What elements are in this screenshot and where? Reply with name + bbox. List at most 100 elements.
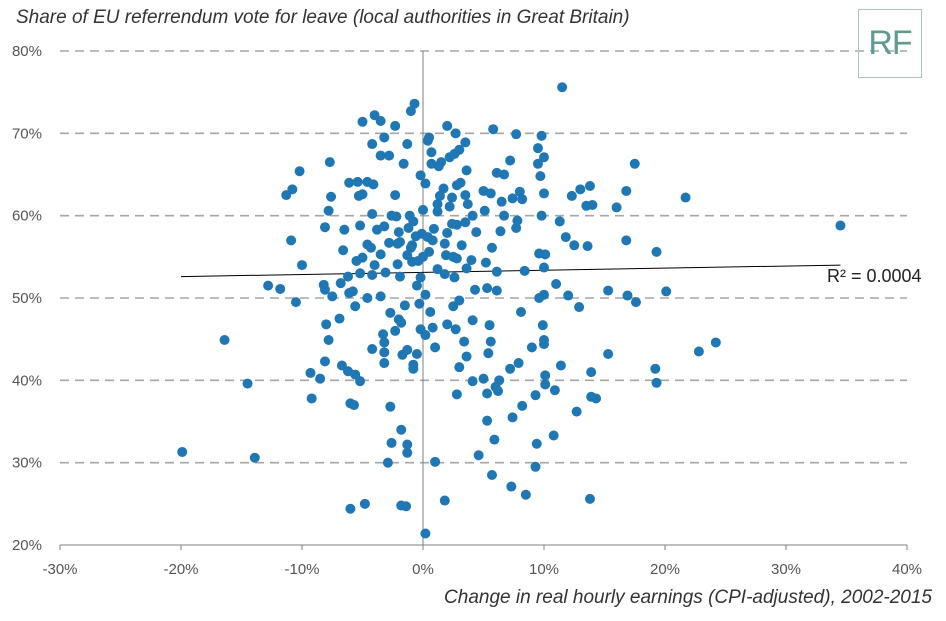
data-point — [432, 199, 443, 210]
data-point — [467, 376, 478, 387]
data-point — [507, 193, 518, 204]
data-point — [461, 263, 472, 274]
data-point — [582, 241, 593, 252]
data-point — [335, 278, 346, 289]
data-point — [442, 227, 453, 238]
data-point — [449, 272, 460, 283]
y-tick-label: 80% — [12, 43, 42, 60]
data-point — [432, 264, 443, 275]
y-tick-label: 40% — [12, 372, 42, 389]
data-point — [467, 315, 478, 326]
data-point — [321, 319, 332, 330]
data-point — [680, 192, 691, 203]
x-tick-label: 30% — [771, 561, 801, 578]
data-point — [411, 348, 422, 359]
data-point — [379, 337, 390, 348]
data-point — [430, 456, 441, 467]
data-point — [517, 400, 528, 411]
data-point — [342, 271, 353, 282]
data-point — [491, 266, 502, 277]
data-point — [426, 147, 437, 158]
data-point — [537, 320, 548, 331]
data-point — [622, 290, 633, 301]
data-point — [512, 215, 523, 226]
data-point — [511, 223, 522, 234]
data-point — [399, 300, 410, 311]
data-point — [306, 393, 317, 404]
data-point — [384, 237, 395, 248]
y-tick-label: 60% — [12, 208, 42, 225]
data-point — [319, 284, 330, 295]
y-tick-label: 70% — [12, 125, 42, 142]
data-point — [587, 199, 598, 210]
data-point — [507, 412, 518, 423]
data-point — [334, 313, 345, 324]
data-point — [460, 190, 471, 201]
data-point — [352, 176, 363, 187]
data-point — [536, 130, 547, 141]
data-point — [359, 498, 370, 509]
data-point — [584, 181, 595, 192]
data-point — [408, 363, 419, 374]
data-point — [420, 330, 431, 341]
data-point — [710, 337, 721, 348]
data-point — [630, 297, 641, 308]
data-point — [422, 135, 433, 146]
data-point — [569, 240, 580, 251]
data-point — [447, 192, 458, 203]
data-point — [539, 262, 549, 273]
data-point — [536, 210, 547, 221]
data-point — [482, 283, 493, 294]
data-point — [427, 322, 438, 333]
data-point — [511, 129, 522, 140]
data-point — [513, 358, 524, 369]
x-tick-label: 40% — [892, 561, 922, 578]
y-tick-label: 30% — [12, 455, 42, 472]
data-point — [442, 319, 453, 330]
data-point — [391, 211, 402, 222]
y-tick-label: 50% — [12, 290, 42, 307]
data-point — [286, 235, 297, 246]
data-point — [516, 306, 527, 317]
data-point — [372, 224, 383, 235]
data-point — [362, 293, 373, 303]
x-tick-label: 20% — [650, 561, 680, 578]
data-point — [651, 377, 662, 388]
data-point — [530, 461, 541, 472]
data-point — [519, 265, 530, 276]
data-point — [375, 150, 386, 161]
data-point — [486, 242, 497, 253]
data-point — [563, 290, 574, 301]
data-point — [305, 367, 316, 378]
data-point — [442, 120, 453, 131]
data-point — [571, 406, 582, 417]
r-squared-label: R² = 0.0004 — [827, 266, 922, 286]
data-point — [461, 351, 472, 362]
data-point — [526, 342, 537, 353]
data-point — [574, 302, 585, 313]
data-point — [355, 376, 366, 387]
data-point — [517, 194, 528, 205]
data-point — [344, 288, 355, 299]
data-point — [532, 158, 543, 169]
data-point — [488, 124, 499, 135]
data-point — [327, 291, 338, 302]
data-point — [449, 148, 460, 159]
data-point — [534, 293, 545, 303]
data-point — [532, 143, 543, 154]
data-point — [451, 253, 462, 264]
data-point — [379, 347, 390, 358]
data-point — [535, 171, 546, 182]
data-point — [485, 188, 496, 199]
data-point — [323, 205, 334, 216]
data-point — [290, 297, 301, 308]
data-point — [530, 390, 541, 401]
data-point — [451, 389, 462, 400]
data-point — [323, 334, 334, 345]
data-point — [651, 246, 662, 257]
data-point — [433, 161, 444, 172]
y-tick-label: 20% — [12, 537, 42, 554]
x-tick-label: -20% — [163, 561, 198, 578]
data-point — [499, 210, 510, 221]
data-point — [410, 231, 421, 242]
